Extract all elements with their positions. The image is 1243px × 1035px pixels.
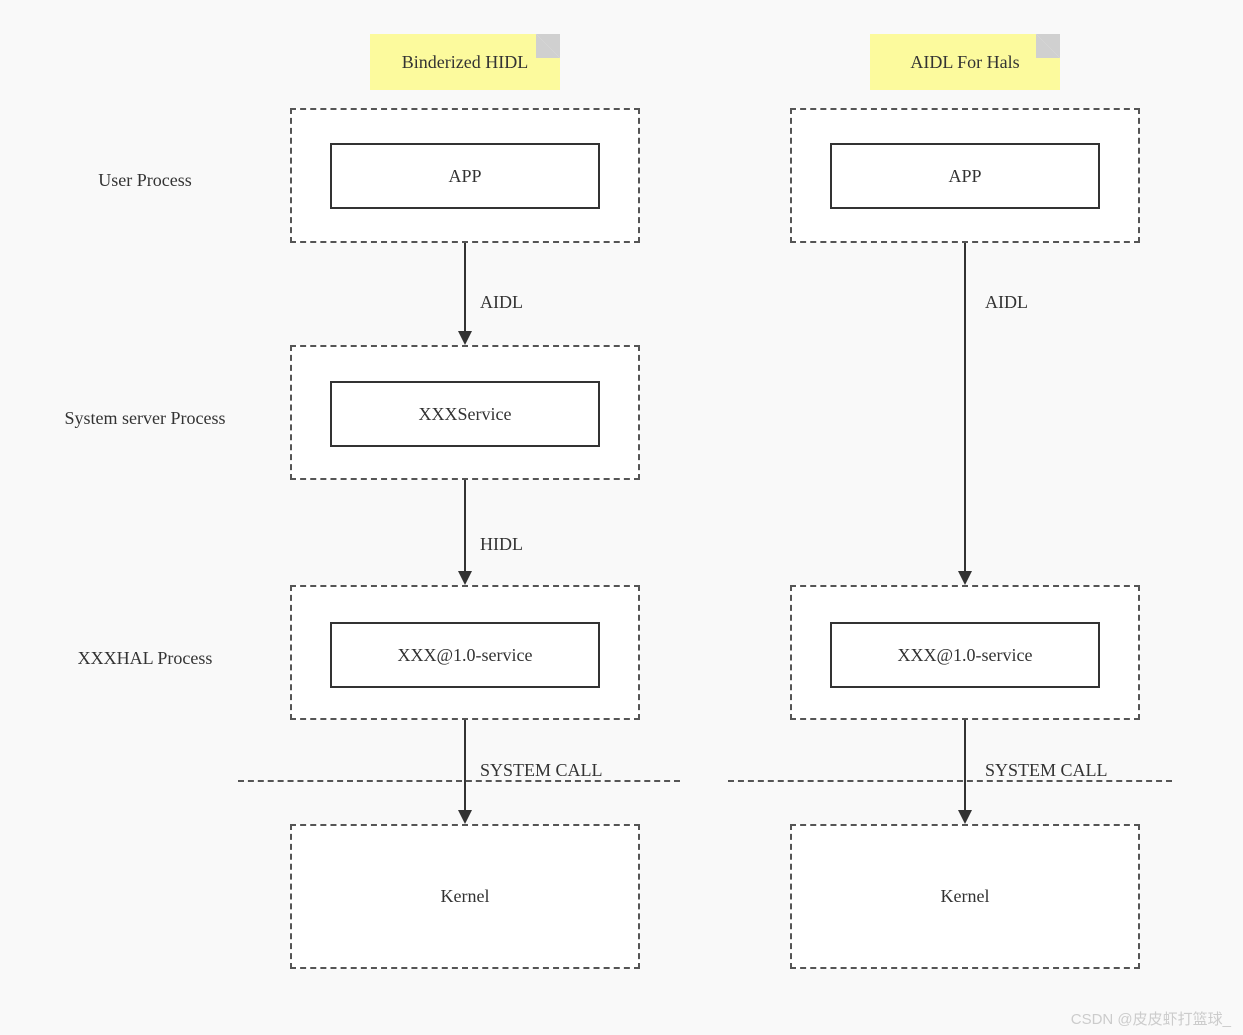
app-label-left: APP — [448, 166, 481, 187]
arrow-hal-kernel-right — [964, 720, 966, 810]
edge-label-syscall-right: SYSTEM CALL — [985, 760, 1108, 781]
arrow-app-hal-right — [964, 243, 966, 571]
arrow-head-service-hal-left — [458, 571, 472, 585]
kernel-label-right: Kernel — [790, 824, 1140, 969]
kernel-label-left: Kernel — [290, 824, 640, 969]
arrow-head-hal-kernel-right — [958, 810, 972, 824]
service-label-left: XXXService — [419, 404, 512, 425]
sticky-note-hidl: Binderized HIDL — [370, 34, 560, 90]
hal-box-right: XXX@1.0-service — [830, 622, 1100, 688]
arrow-head-app-hal-right — [958, 571, 972, 585]
arrow-head-hal-kernel-left — [458, 810, 472, 824]
edge-label-aidl-right: AIDL — [985, 292, 1028, 313]
hal-box-left: XXX@1.0-service — [330, 622, 600, 688]
watermark: CSDN @皮皮虾打篮球_ — [1071, 1008, 1231, 1029]
divider-left — [238, 780, 680, 782]
row-label-user: User Process — [40, 170, 250, 191]
sticky-note-aidl-label: AIDL For Hals — [910, 52, 1019, 73]
sticky-note-aidl: AIDL For Hals — [870, 34, 1060, 90]
edge-label-syscall-left: SYSTEM CALL — [480, 760, 603, 781]
row-label-hal: XXXHAL Process — [40, 648, 250, 669]
arrow-hal-kernel-left — [464, 720, 466, 810]
app-label-right: APP — [948, 166, 981, 187]
edge-label-hidl-left: HIDL — [480, 534, 523, 555]
arrow-service-hal-left — [464, 480, 466, 571]
app-box-left: APP — [330, 143, 600, 209]
sticky-note-hidl-label: Binderized HIDL — [402, 52, 528, 73]
service-box-left: XXXService — [330, 381, 600, 447]
row-label-system: System server Process — [40, 408, 250, 429]
app-box-right: APP — [830, 143, 1100, 209]
divider-right — [728, 780, 1172, 782]
arrow-head-app-service-left — [458, 331, 472, 345]
hal-label-left: XXX@1.0-service — [397, 645, 532, 666]
arrow-app-service-left — [464, 243, 466, 331]
hal-label-right: XXX@1.0-service — [897, 645, 1032, 666]
edge-label-aidl-left: AIDL — [480, 292, 523, 313]
